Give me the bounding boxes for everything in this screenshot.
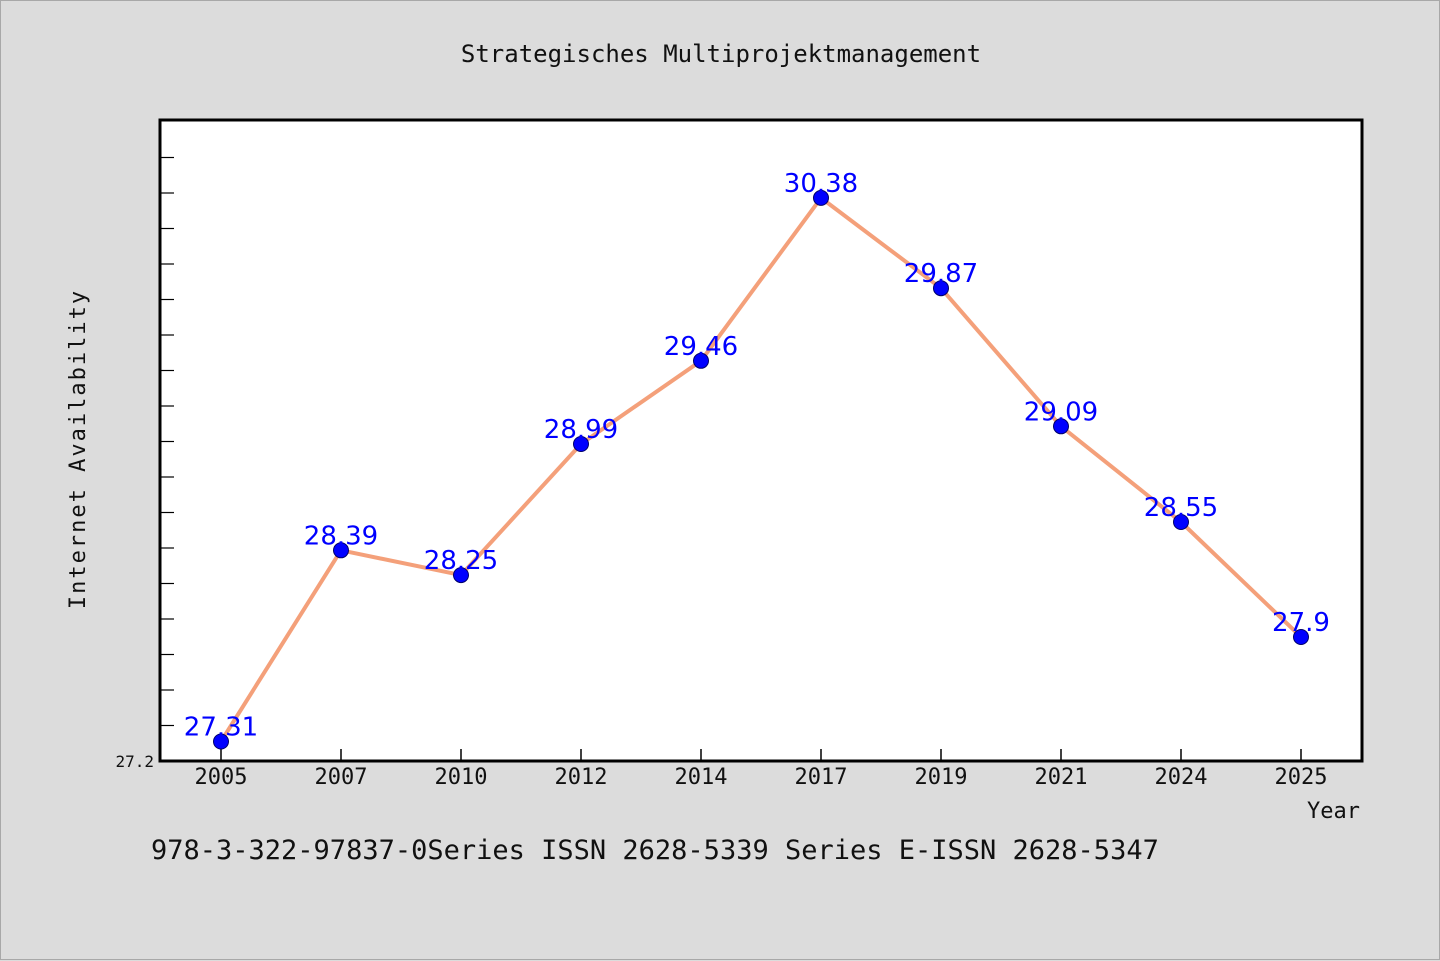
data-point xyxy=(333,542,349,559)
data-point xyxy=(573,436,589,452)
data-point xyxy=(933,280,949,297)
data-label: 28.55 xyxy=(1144,493,1218,523)
series-line xyxy=(219,195,1303,743)
x-tick-label: 2012 xyxy=(555,765,608,790)
x-axis-label: Year xyxy=(1307,799,1360,824)
x-axis: 2005 2007 2010 2012 2014 2017 2019 2021 2024 2025 xyxy=(195,749,1328,790)
data-label: 29.46 xyxy=(664,332,738,362)
x-tick-label: 2014 xyxy=(675,765,728,790)
x-tick-label: 2017 xyxy=(795,765,848,790)
x-tick-label: 2005 xyxy=(195,765,248,790)
data-point xyxy=(1293,629,1309,645)
footer-isbn-text: 978-3-322-97837-0Series ISSN 2628-5339 S… xyxy=(151,835,1159,866)
data-label: 29.09 xyxy=(1024,397,1098,427)
data-point xyxy=(1053,418,1069,435)
plot-area xyxy=(158,118,1364,763)
y-axis-label: Internet Availability xyxy=(66,289,91,609)
data-labels: 27.31 28.39 28.25 28.99 29.46 30.38 29.87 29.09… xyxy=(184,169,1330,743)
data-label: 27.9 xyxy=(1272,608,1330,638)
y-tick-label: 27.2 xyxy=(115,752,154,771)
data-point xyxy=(213,733,229,750)
data-label: 28.39 xyxy=(304,521,378,551)
x-tick-label: 2025 xyxy=(1275,765,1328,790)
data-point xyxy=(813,189,829,206)
data-label: 28.99 xyxy=(544,415,618,445)
data-series xyxy=(213,189,1309,750)
data-label: 27.31 xyxy=(184,713,258,743)
y-axis-ticks xyxy=(160,156,174,727)
data-point xyxy=(693,352,709,369)
x-tick-label: 2019 xyxy=(915,765,968,790)
x-tick-label: 2021 xyxy=(1035,765,1088,790)
data-point xyxy=(453,567,469,584)
chart-title: Strategisches Multiprojektmanagement xyxy=(461,40,981,68)
data-label: 28.25 xyxy=(424,546,498,576)
data-point xyxy=(1173,514,1189,530)
data-label: 29.87 xyxy=(904,259,978,289)
x-tick-label: 2007 xyxy=(315,765,368,790)
data-label: 30.38 xyxy=(784,169,858,199)
x-tick-label: 2010 xyxy=(435,765,488,790)
x-tick-label: 2024 xyxy=(1155,765,1208,790)
